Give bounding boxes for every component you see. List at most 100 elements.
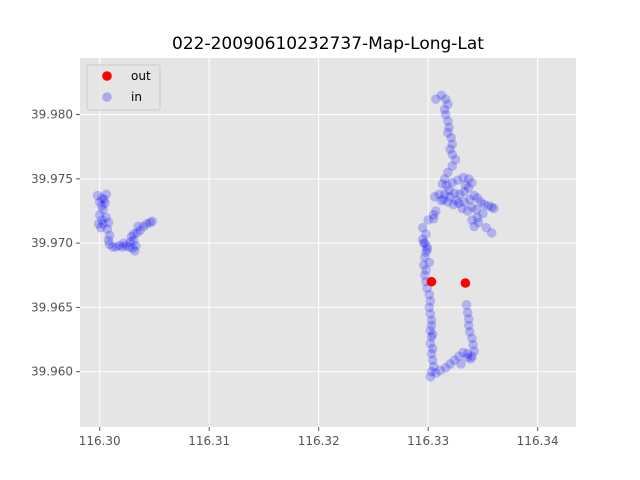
point-in (420, 252, 430, 263)
point-in (440, 94, 451, 104)
point-in (459, 197, 470, 207)
point-in (427, 329, 438, 340)
point-in (472, 212, 483, 223)
chart-title: 022-20090610232737-Map-Long-Lat (172, 34, 484, 54)
point-in (462, 352, 473, 363)
point-in (424, 257, 435, 268)
point-in (444, 185, 454, 196)
point-in (145, 217, 155, 228)
point-in (440, 363, 451, 373)
point-out (426, 276, 437, 287)
point-in (132, 228, 142, 238)
point-in (439, 174, 450, 184)
point-in (436, 195, 447, 206)
point-in (428, 213, 439, 224)
point-in (448, 199, 459, 210)
point-in (428, 210, 439, 220)
point-in (489, 203, 499, 214)
point-in (426, 315, 437, 326)
point-in (458, 172, 469, 183)
point-in (460, 180, 471, 191)
point-in (445, 359, 455, 369)
point-in (455, 189, 465, 200)
y-tick-label: 39.980 (31, 108, 73, 122)
point-out (460, 278, 471, 288)
point-in (99, 194, 109, 205)
point-in (101, 189, 112, 200)
point-in (429, 192, 440, 202)
point-in (102, 224, 113, 234)
point-in (472, 193, 483, 203)
point-in (147, 216, 158, 227)
legend-label-in: in (131, 90, 142, 104)
point-in (425, 372, 436, 382)
point-in (437, 179, 448, 189)
point-in (426, 348, 437, 359)
point-in (449, 355, 460, 365)
point-in (422, 244, 432, 255)
point-in (425, 296, 436, 306)
point-in (424, 302, 435, 313)
point-in (97, 201, 107, 211)
point-in (420, 238, 430, 248)
point-in (92, 190, 103, 201)
legend: out in (86, 64, 161, 111)
point-in (444, 122, 454, 133)
point-in (420, 270, 430, 281)
point-in (456, 359, 466, 369)
point-in (457, 203, 467, 214)
point-in (475, 197, 486, 207)
point-in (467, 351, 477, 362)
point-in (101, 212, 112, 223)
point-in (445, 144, 455, 155)
point-in (458, 347, 469, 358)
point-in (449, 188, 460, 198)
point-in (447, 149, 458, 160)
point-in (103, 217, 114, 228)
point-in (445, 192, 455, 202)
point-in (126, 231, 137, 242)
point-in (104, 230, 115, 241)
point-in (462, 307, 473, 318)
point-in (128, 235, 139, 246)
point-in (133, 221, 143, 232)
point-in (434, 189, 444, 200)
legend-marker-out (102, 71, 112, 81)
point-in (443, 99, 453, 110)
point-in (421, 247, 431, 257)
y-tick-label: 39.965 (31, 300, 73, 314)
point-in (104, 239, 115, 250)
point-in (463, 174, 474, 184)
point-in (426, 366, 437, 377)
point-in (427, 343, 438, 354)
x-tick-label: 116.31 (188, 434, 230, 448)
point-in (435, 365, 446, 376)
point-in (450, 154, 461, 165)
point-in (459, 186, 470, 197)
point-in (118, 238, 129, 248)
point-in (111, 242, 121, 252)
point-in (125, 237, 136, 247)
point-in (138, 221, 149, 232)
point-in (463, 183, 474, 193)
point-in (462, 206, 473, 216)
point-in (425, 309, 436, 319)
point-in (452, 175, 463, 185)
point-in (124, 242, 135, 252)
point-in (431, 94, 441, 104)
point-in (467, 177, 477, 188)
point-in (443, 127, 453, 138)
point-in (426, 332, 437, 342)
grid-lines (80, 58, 576, 427)
point-in (467, 215, 477, 225)
point-in (108, 242, 118, 252)
y-tick-label: 39.960 (31, 365, 73, 379)
x-tick-label: 116.33 (407, 434, 449, 448)
point-in (127, 243, 138, 254)
point-in (447, 139, 458, 149)
point-in (451, 195, 462, 206)
y-tick-label: 39.975 (31, 172, 73, 186)
point-in (417, 234, 428, 245)
point-in (438, 194, 449, 205)
